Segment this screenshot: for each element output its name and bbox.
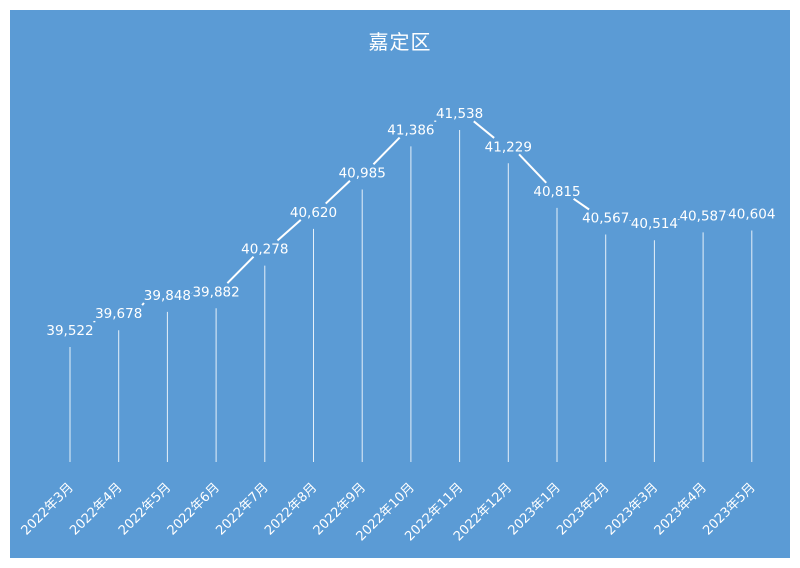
data-label: 41,229: [485, 139, 532, 155]
series-segment: [226, 256, 255, 284]
series-segment: [473, 120, 495, 139]
series-line: [93, 120, 729, 323]
data-label: 40,567: [582, 211, 629, 227]
series-segment: [518, 153, 547, 184]
data-label: 39,882: [192, 284, 239, 300]
series-segment: [325, 180, 351, 205]
data-label: 39,848: [144, 288, 191, 304]
data-label: 40,587: [679, 208, 726, 224]
data-label: 40,514: [631, 216, 678, 232]
chart-title: 嘉定区: [368, 30, 432, 54]
chart-area: 嘉定区 39,522 39,678 39,848 39,882 40,278 40,620…: [10, 10, 790, 558]
x-tick-label: 2023年5月: [700, 480, 758, 538]
data-label: 39,522: [46, 323, 93, 339]
x-axis-tick-labels: 2022年3月2022年4月2022年5月2022年6月2022年7月2022年…: [19, 480, 759, 544]
data-label: 41,386: [387, 122, 434, 138]
data-label: 40,985: [339, 166, 386, 182]
data-label: 40,604: [728, 207, 775, 223]
data-label: 39,678: [95, 306, 142, 322]
data-label: 41,538: [436, 106, 483, 122]
series-segment: [276, 219, 302, 242]
data-label: 40,620: [290, 205, 337, 221]
data-label: 40,815: [533, 184, 580, 200]
series-segment: [372, 136, 401, 166]
data-label: 40,278: [241, 242, 288, 258]
drop-lines: [69, 130, 753, 462]
series-segment: [573, 198, 590, 211]
series-segment: [141, 302, 145, 306]
